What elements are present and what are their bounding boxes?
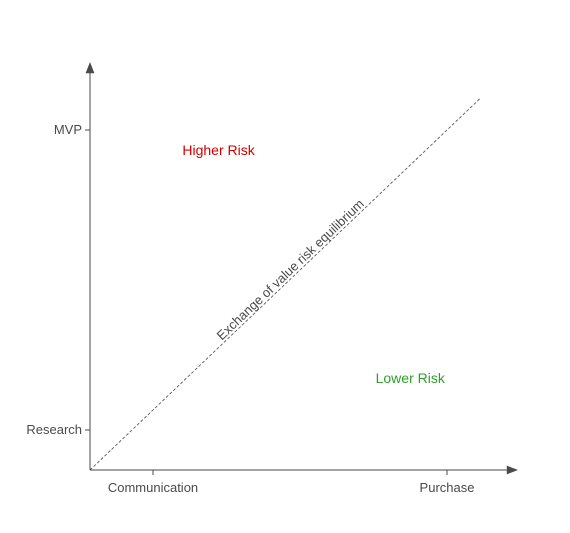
- lower-risk-label: Lower Risk: [376, 370, 445, 386]
- x-tick-label-communication: Communication: [108, 480, 198, 495]
- higher-risk-label: Higher Risk: [182, 142, 254, 158]
- risk-equilibrium-chart: MVP Research Communication Purchase High…: [0, 0, 570, 533]
- y-tick-label-mvp: MVP: [54, 122, 82, 137]
- x-tick-label-purchase: Purchase: [420, 480, 475, 495]
- y-tick-label-research: Research: [26, 422, 82, 437]
